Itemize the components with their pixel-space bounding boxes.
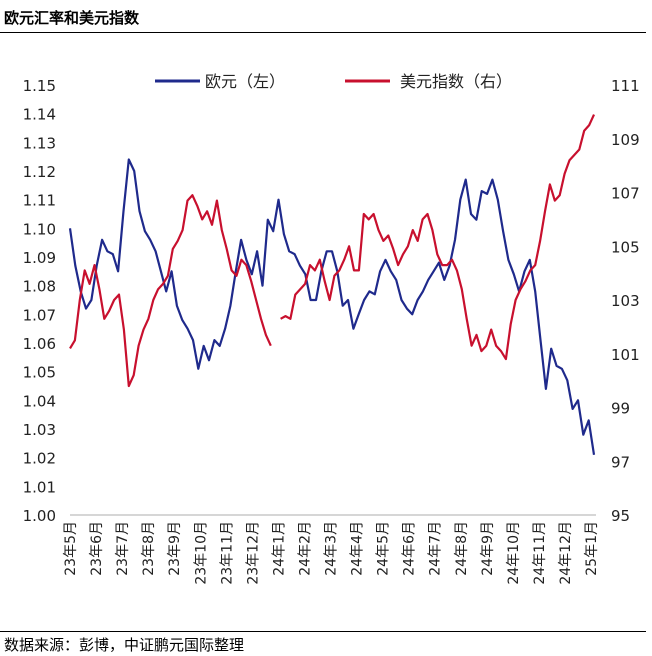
y-left-tick-label: 1.12 bbox=[23, 163, 56, 181]
x-tick-label: 23年6月 bbox=[89, 521, 105, 576]
x-tick-label: 23年5月 bbox=[63, 521, 79, 576]
x-tick-label: 24年5月 bbox=[376, 521, 392, 576]
y-left-tick-label: 1.13 bbox=[23, 134, 56, 152]
y-left-tick-label: 1.05 bbox=[23, 364, 56, 382]
x-tick-label: 23年12月 bbox=[245, 521, 261, 585]
y-left-tick-label: 1.03 bbox=[23, 421, 56, 439]
y-left-tick-label: 1.02 bbox=[23, 450, 56, 468]
x-tick-label: 24年4月 bbox=[350, 521, 366, 576]
x-tick-label: 24年12月 bbox=[558, 521, 574, 585]
x-tick-label: 23年8月 bbox=[141, 521, 157, 576]
y-left-tick-label: 1.04 bbox=[23, 392, 56, 410]
x-tick-label: 23年11月 bbox=[219, 521, 235, 585]
x-tick-label: 24年8月 bbox=[454, 521, 470, 576]
footer-divider bbox=[0, 631, 646, 632]
x-tick-label: 23年7月 bbox=[115, 521, 131, 576]
y-right-tick-label: 111 bbox=[611, 77, 640, 95]
y-left-tick-label: 1.06 bbox=[23, 335, 56, 353]
legend-label: 欧元（左） bbox=[205, 72, 285, 91]
x-tick-label: 24年3月 bbox=[324, 521, 340, 576]
x-tick-label: 24年11月 bbox=[532, 521, 548, 585]
eur-series-line bbox=[68, 158, 596, 455]
chart-title: 欧元汇率和美元指数 bbox=[4, 9, 140, 27]
x-tick-label: 23年9月 bbox=[167, 521, 183, 576]
y-right-tick-label: 101 bbox=[611, 346, 640, 364]
y-left-tick-label: 1.10 bbox=[23, 220, 56, 238]
x-tick-label: 24年1月 bbox=[271, 521, 287, 576]
dxy-series-line bbox=[69, 114, 596, 388]
x-tick-label: 24年2月 bbox=[297, 521, 313, 576]
x-tick-label: 24年9月 bbox=[480, 521, 496, 576]
x-tick-label: 24年10月 bbox=[506, 521, 522, 585]
y-left-tick-label: 1.09 bbox=[23, 249, 56, 267]
y-left-tick-label: 1.07 bbox=[23, 306, 56, 324]
y-left-tick-label: 1.11 bbox=[23, 192, 56, 210]
y-right-tick-label: 99 bbox=[611, 400, 630, 418]
y-right-tick-label: 103 bbox=[611, 292, 640, 310]
y-left-tick-label: 1.01 bbox=[23, 478, 56, 496]
title-divider bbox=[0, 32, 646, 33]
y-right-tick-label: 109 bbox=[611, 131, 640, 149]
y-right-tick-label: 105 bbox=[611, 238, 640, 256]
y-right-tick-label: 95 bbox=[611, 507, 630, 525]
x-tick-label: 24年7月 bbox=[428, 521, 444, 576]
y-left-tick-label: 1.14 bbox=[23, 106, 56, 124]
x-tick-label: 24年6月 bbox=[402, 521, 418, 576]
x-tick-label: 23年10月 bbox=[193, 521, 209, 585]
legend-label: 美元指数（右） bbox=[400, 72, 512, 91]
y-right-tick-label: 107 bbox=[611, 185, 640, 203]
y-left-tick-label: 1.15 bbox=[23, 77, 56, 95]
source-note: 数据来源：彭博，中证鹏元国际整理 bbox=[4, 636, 245, 654]
x-tick-label: 25年1月 bbox=[584, 521, 600, 576]
y-left-tick-label: 1.00 bbox=[23, 507, 56, 525]
y-right-tick-label: 97 bbox=[611, 453, 630, 471]
y-left-tick-label: 1.08 bbox=[23, 278, 56, 296]
